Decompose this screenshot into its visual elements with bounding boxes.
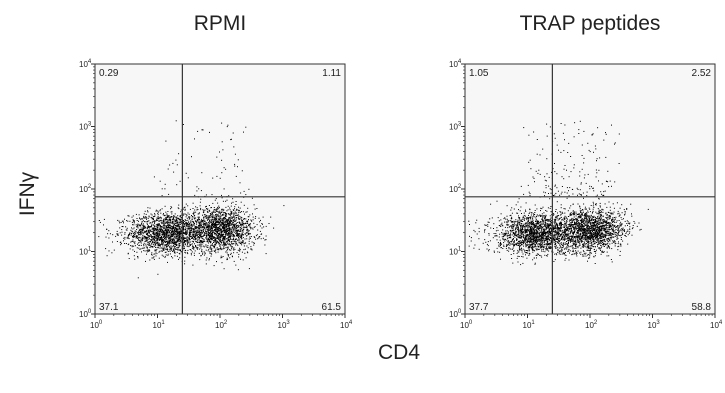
- quadrant-lower-right: 61.5: [322, 302, 342, 313]
- y-tick-label: 102: [449, 184, 462, 194]
- x-tick-label: 101: [523, 320, 536, 330]
- x-axis-label: CD4: [378, 341, 421, 364]
- x-tick-label: 102: [215, 320, 228, 330]
- event-dots: [98, 120, 285, 279]
- y-tick-label: 104: [449, 59, 462, 69]
- y-tick-label: 101: [79, 247, 92, 257]
- quadrant-upper-right: 1.11: [322, 68, 341, 79]
- x-tick-label: 100: [90, 320, 103, 330]
- y-tick-label: 102: [79, 184, 92, 194]
- quadrant-upper-left: 0.29: [99, 68, 119, 79]
- quadrant-upper-left: 1.05: [469, 68, 489, 79]
- y-tick-label: 100: [449, 309, 462, 319]
- quadrant-upper-right: 2.52: [692, 68, 712, 79]
- x-tick-label: 104: [340, 320, 353, 330]
- quadrant-lower-left: 37.1: [99, 302, 119, 313]
- y-tick-label: 104: [79, 59, 92, 69]
- x-tick-label: 102: [585, 320, 598, 330]
- x-tick-label: 104: [710, 320, 723, 330]
- quadrant-lower-right: 58.8: [692, 302, 712, 313]
- y-tick-label: 100: [79, 309, 92, 319]
- plot-title-rpmi: RPMI: [193, 12, 247, 35]
- x-tick-label: 101: [153, 320, 166, 330]
- event-dots: [468, 120, 649, 266]
- y-tick-label: 103: [449, 122, 462, 132]
- plot-title-trap: TRAP peptides: [519, 12, 661, 35]
- plot-frame: [94, 63, 346, 315]
- quadrant-lower-left: 37.7: [469, 302, 489, 313]
- x-tick-label: 100: [460, 320, 473, 330]
- y-tick-label: 101: [449, 247, 462, 257]
- x-tick-label: 103: [648, 320, 661, 330]
- x-tick-label: 103: [278, 320, 291, 330]
- y-tick-label: 103: [79, 122, 92, 132]
